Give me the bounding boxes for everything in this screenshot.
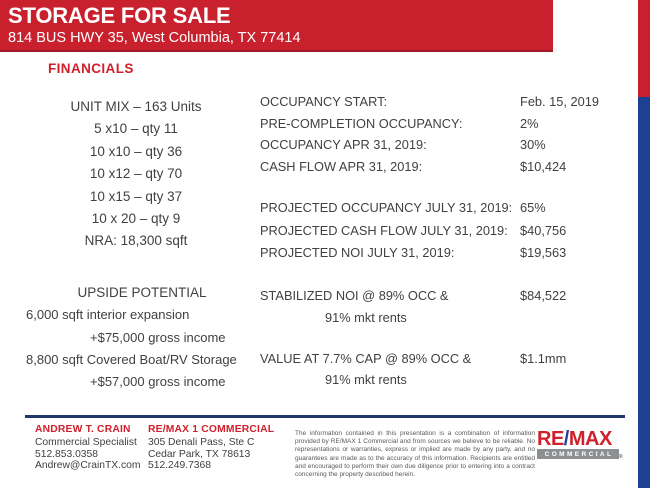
upside-line: 8,800 sqft Covered Boat/RV Storage [26, 351, 237, 367]
group-spacer [260, 180, 605, 200]
row-value: $84,522 [520, 288, 567, 303]
unit-mix-item: 10 x 20 – qty 9 [91, 211, 181, 227]
row-label: STABILIZED NOI @ 89% OCC & [260, 288, 449, 303]
header-banner: STORAGE FOR SALE 814 BUS HWY 35, West Co… [0, 0, 553, 52]
legal-disclaimer: The information contained in this presen… [295, 430, 535, 479]
table-row: OCCUPANCY APR 31, 2019: 30% [260, 137, 605, 159]
agent-email: Andrew@CrainTX.com [35, 460, 141, 472]
side-accent-red-bar [638, 0, 650, 97]
property-address: 814 BUS HWY 35, West Columbia, TX 77414 [8, 30, 301, 46]
row-label: PROJECTED OCCUPANCY JULY 31, 2019: [260, 200, 513, 215]
table-row: STABILIZED NOI @ 89% OCC & $84,522 [260, 288, 605, 310]
logo-max-text: MAX [568, 428, 612, 450]
section-title-financials: FINANCIALS [48, 61, 134, 76]
financials-group-current: OCCUPANCY START: Feb. 15, 2019 PRE-COMPL… [260, 94, 605, 180]
row-label: PRE-COMPLETION OCCUPANCY: [260, 115, 463, 131]
row-value: 2% [520, 115, 539, 131]
row-label: OCCUPANCY START: [260, 94, 388, 109]
row-value: $40,756 [520, 222, 567, 238]
logo-slash: / [563, 428, 570, 450]
office-name: RE/MAX 1 COMMERCIAL [148, 424, 275, 435]
row-value: $1.1mm [520, 350, 567, 366]
office-address-line2: Cedar Park, TX 78613 [148, 448, 251, 460]
agent-contact-block: ANDREW T. CRAIN Commercial Specialist 51… [35, 424, 140, 472]
upside-title: UPSIDE POTENTIAL [77, 285, 207, 300]
office-phone: 512.249.7368 [148, 460, 211, 472]
logo-commercial-strip: COMMERCIAL ® [537, 449, 623, 460]
table-row: PROJECTED CASH FLOW JULY 31, 2019: $40,7… [260, 223, 605, 246]
table-row: VALUE AT 7.7% CAP @ 89% OCC & $1.1mm [260, 351, 605, 373]
row-label-continued: 91% mkt rents [325, 309, 407, 325]
row-value: 30% [520, 137, 546, 152]
unit-mix-item: 10 x15 – qty 37 [89, 188, 183, 204]
side-accent-blue-bar [638, 97, 650, 488]
agent-role: Commercial Specialist [35, 436, 137, 448]
footer-divider-line [25, 415, 625, 418]
unit-mix-item: 10 x12 – qty 70 [89, 166, 183, 182]
row-label: PROJECTED CASH FLOW JULY 31, 2019: [260, 222, 508, 238]
table-row: PROJECTED OCCUPANCY JULY 31, 2019: 65% [260, 200, 605, 223]
table-row: CASH FLOW APR 31, 2019: $10,424 [260, 159, 605, 181]
row-value: Feb. 15, 2019 [520, 94, 599, 109]
row-label: OCCUPANCY APR 31, 2019: [260, 137, 427, 152]
table-row: PRE-COMPLETION OCCUPANCY: 2% [260, 116, 605, 138]
page-title: STORAGE FOR SALE [8, 3, 231, 28]
upside-income-line: +$75,000 gross income [90, 329, 226, 345]
logo-commercial-text: COMMERCIAL [544, 450, 614, 458]
table-row: PROJECTED NOI JULY 31, 2019: $19,563 [260, 245, 605, 268]
financials-value-at-cap: VALUE AT 7.7% CAP @ 89% OCC & $1.1mm 91%… [260, 351, 605, 395]
financials-group-projected: PROJECTED OCCUPANCY JULY 31, 2019: 65% P… [260, 200, 605, 268]
financials-stabilized-noi: STABILIZED NOI @ 89% OCC & $84,522 91% m… [260, 288, 605, 332]
upside-income-line: +$57,000 gross income [90, 374, 226, 390]
agent-name: ANDREW T. CRAIN [35, 424, 131, 435]
unit-mix-nra: NRA: 18,300 sqft [84, 233, 188, 249]
group-spacer [260, 268, 605, 289]
row-label: PROJECTED NOI JULY 31, 2019: [260, 245, 455, 260]
row-label-continued: 91% mkt rents [325, 372, 407, 387]
upside-potential-block: UPSIDE POTENTIAL 6,000 sqft interior exp… [26, 282, 258, 393]
table-row: OCCUPANCY START: Feb. 15, 2019 [260, 94, 605, 116]
office-address-line1: 305 Denali Pass, Ste C [148, 436, 255, 448]
row-label: CASH FLOW APR 31, 2019: [260, 158, 423, 174]
logo-re-text: RE [537, 428, 564, 450]
agent-phone: 512.853.0358 [35, 448, 98, 460]
financials-table: OCCUPANCY START: Feb. 15, 2019 PRE-COMPL… [260, 94, 605, 394]
unit-mix-title: UNIT MIX – 163 Units [70, 99, 202, 114]
row-value: $19,563 [520, 245, 567, 260]
upside-line: 6,000 sqft interior expansion [26, 307, 190, 323]
group-spacer [260, 332, 605, 351]
office-contact-block: RE/MAX 1 COMMERCIAL 305 Denali Pass, Ste… [148, 424, 274, 472]
unit-mix-item: 10 x10 – qty 36 [89, 143, 183, 159]
unit-mix-block: UNIT MIX – 163 Units 5 x10 – qty 11 10 x… [0, 96, 272, 253]
unit-mix-item: 5 x10 – qty 11 [94, 121, 178, 137]
remax-wordmark: RE/MAX [537, 429, 619, 449]
remax-commercial-logo: RE/MAX COMMERCIAL ® [537, 429, 623, 460]
row-label: VALUE AT 7.7% CAP @ 89% OCC & [260, 350, 472, 366]
registered-trademark-icon: ® [618, 453, 625, 460]
row-value: 65% [520, 200, 546, 215]
row-value: $10,424 [520, 158, 567, 174]
